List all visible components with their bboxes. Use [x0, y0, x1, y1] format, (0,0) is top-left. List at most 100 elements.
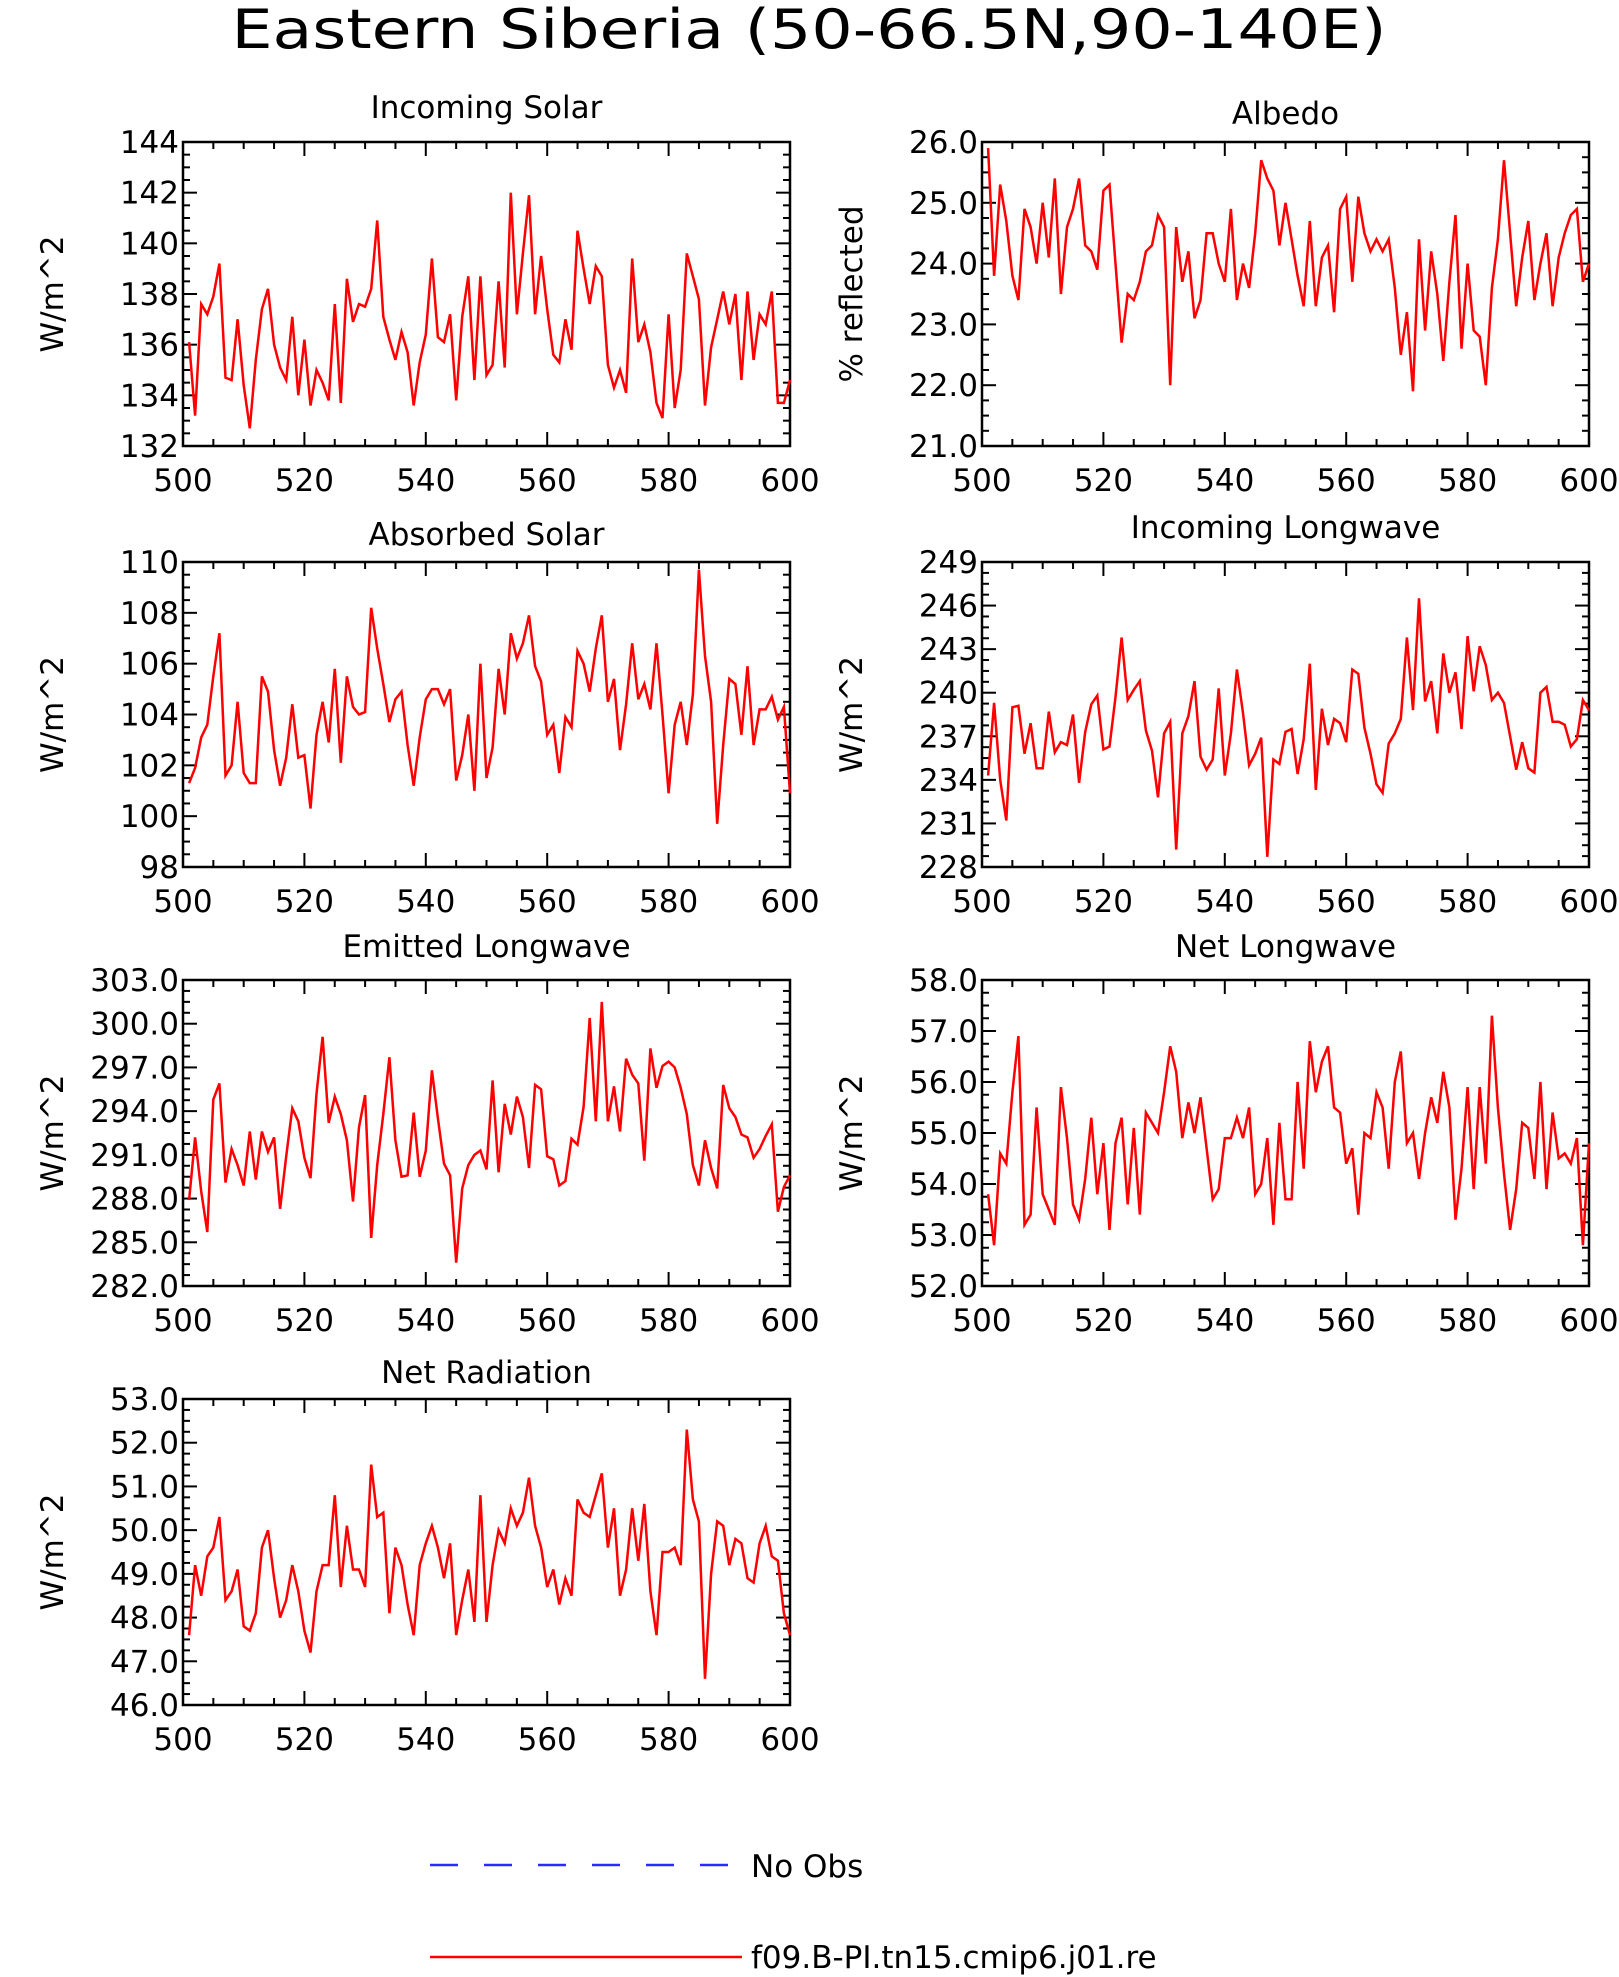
- legend: No Obs f09.B-PI.tn15.cmip6.j01.re: [430, 1849, 1157, 1976]
- y-tick-label: 297.0: [90, 1050, 179, 1086]
- plot-frame: [181, 560, 792, 869]
- x-tick-label: 580: [1438, 1303, 1497, 1339]
- y-tick-label: 240: [919, 676, 978, 712]
- y-tick-label: 303.0: [90, 963, 179, 999]
- plot-frame: [980, 140, 1591, 448]
- x-tick-label: 560: [1317, 1303, 1376, 1339]
- x-tick-label: 500: [153, 1303, 212, 1339]
- y-tick-label: 106: [120, 647, 179, 683]
- y-tick-label: 56.0: [909, 1065, 978, 1101]
- panel-incoming-longwave: 500 520 540 560 580 600 228 231 234 237 240 243 246 2…: [834, 510, 1619, 920]
- y-tick-label: 246: [919, 589, 978, 625]
- y-tick-label: 51.0: [110, 1469, 179, 1505]
- plot-frame: [181, 978, 792, 1288]
- x-tick-label: 540: [396, 1722, 455, 1758]
- panel-title: Incoming Solar: [371, 90, 603, 126]
- y-tick-label: 55.0: [909, 1116, 978, 1152]
- panel-incoming-solar: 500 520 540 560 580 600 132 134 136 138 140 142 144 W…: [35, 90, 820, 499]
- x-tick-label: 600: [760, 1722, 819, 1758]
- y-tick-label: 25.0: [909, 186, 978, 222]
- x-tick-label: 500: [153, 463, 212, 499]
- y-tick-label: 47.0: [110, 1644, 179, 1680]
- x-tick-label: 520: [275, 463, 334, 499]
- y-tick-label: 138: [120, 277, 179, 313]
- y-tick-label: 104: [120, 698, 179, 734]
- panel-net-radiation: 500 520 540 560 580 600 46.0 47.0 48.0 49.0 50.0 51…: [35, 1355, 820, 1758]
- y-tick-label: 243: [919, 632, 978, 668]
- y-tick-label: 234: [919, 763, 978, 799]
- x-tick-label: 520: [1074, 463, 1133, 499]
- panel-title: Net Longwave: [1175, 929, 1396, 965]
- x-tick-label: 560: [518, 884, 577, 920]
- y-axis-label: W/m^2: [35, 236, 71, 353]
- x-tick-label: 520: [1074, 1303, 1133, 1339]
- x-tick-label: 600: [760, 463, 819, 499]
- panel-absorbed-solar: 500 520 540 560 580 600 98 100 102 104 106 108 110 W/…: [35, 517, 820, 920]
- y-tick-label: 21.0: [909, 429, 978, 465]
- x-tick-label: 540: [1195, 1303, 1254, 1339]
- y-tick-label: 52.0: [909, 1269, 978, 1305]
- series-line: [986, 1015, 1591, 1246]
- y-tick-label: 24.0: [909, 247, 978, 283]
- figure-title: Eastern Siberia (50-66.5N,90-140E): [232, 0, 1387, 61]
- y-tick-label: 57.0: [909, 1014, 978, 1050]
- x-tick-label: 500: [153, 884, 212, 920]
- x-tick-label: 580: [639, 1722, 698, 1758]
- x-tick-label: 520: [1074, 884, 1133, 920]
- panel-title: Net Radiation: [381, 1355, 592, 1391]
- y-tick-label: 228: [919, 850, 978, 886]
- x-tick-label: 540: [396, 1303, 455, 1339]
- series-line: [187, 1429, 792, 1679]
- x-tick-label: 600: [1559, 884, 1618, 920]
- x-tick-label: 520: [275, 1303, 334, 1339]
- y-tick-label: 282.0: [90, 1269, 179, 1305]
- y-tick-label: 136: [120, 328, 179, 364]
- panel-title: Absorbed Solar: [368, 517, 604, 553]
- y-tick-label: 110: [120, 545, 179, 581]
- plot-frame: [980, 978, 1591, 1288]
- x-tick-label: 600: [1559, 1303, 1618, 1339]
- y-tick-label: 48.0: [110, 1601, 179, 1637]
- y-axis-label: W/m^2: [834, 1075, 870, 1192]
- x-tick-label: 600: [760, 1303, 819, 1339]
- y-tick-label: 23.0: [909, 307, 978, 343]
- plot-frame: [181, 140, 792, 448]
- x-tick-label: 540: [1195, 463, 1254, 499]
- x-tick-label: 560: [518, 1722, 577, 1758]
- y-tick-label: 102: [120, 748, 179, 784]
- x-tick-label: 580: [1438, 884, 1497, 920]
- panel-title: Emitted Longwave: [342, 929, 630, 965]
- y-tick-label: 237: [919, 719, 978, 755]
- y-axis-label: W/m^2: [834, 656, 870, 773]
- series-line: [986, 148, 1591, 392]
- y-tick-label: 52.0: [110, 1426, 179, 1462]
- y-tick-label: 26.0: [909, 125, 978, 161]
- series-line: [187, 192, 792, 429]
- y-tick-label: 108: [120, 596, 179, 632]
- panel-albedo: 500 520 540 560 580 600 21.0 22.0 23.0 24.0 25.0 26…: [834, 96, 1619, 499]
- x-tick-label: 500: [952, 1303, 1011, 1339]
- x-tick-label: 560: [1317, 463, 1376, 499]
- y-tick-label: 46.0: [110, 1688, 179, 1724]
- y-tick-label: 49.0: [110, 1557, 179, 1593]
- x-tick-label: 520: [275, 1722, 334, 1758]
- x-tick-label: 580: [639, 884, 698, 920]
- y-tick-label: 294.0: [90, 1094, 179, 1130]
- y-tick-label: 231: [919, 806, 978, 842]
- y-tick-label: 134: [120, 378, 179, 414]
- panel-title: Albedo: [1232, 96, 1339, 132]
- x-tick-label: 580: [639, 1303, 698, 1339]
- y-tick-label: 53.0: [110, 1382, 179, 1418]
- y-tick-label: 100: [120, 799, 179, 835]
- y-axis-label: W/m^2: [35, 1494, 71, 1611]
- y-tick-label: 144: [120, 125, 179, 161]
- panel-emitted-longwave: 500 520 540 560 580 600 282.0 285.0 288.0 291.0 29…: [35, 929, 820, 1339]
- series-line: [986, 598, 1591, 857]
- y-axis-label: W/m^2: [35, 656, 71, 773]
- x-tick-label: 580: [1438, 463, 1497, 499]
- y-tick-label: 288.0: [90, 1182, 179, 1218]
- x-tick-label: 560: [518, 1303, 577, 1339]
- y-tick-label: 300.0: [90, 1007, 179, 1043]
- x-tick-label: 520: [275, 884, 334, 920]
- legend-label-no-obs: No Obs: [751, 1849, 863, 1885]
